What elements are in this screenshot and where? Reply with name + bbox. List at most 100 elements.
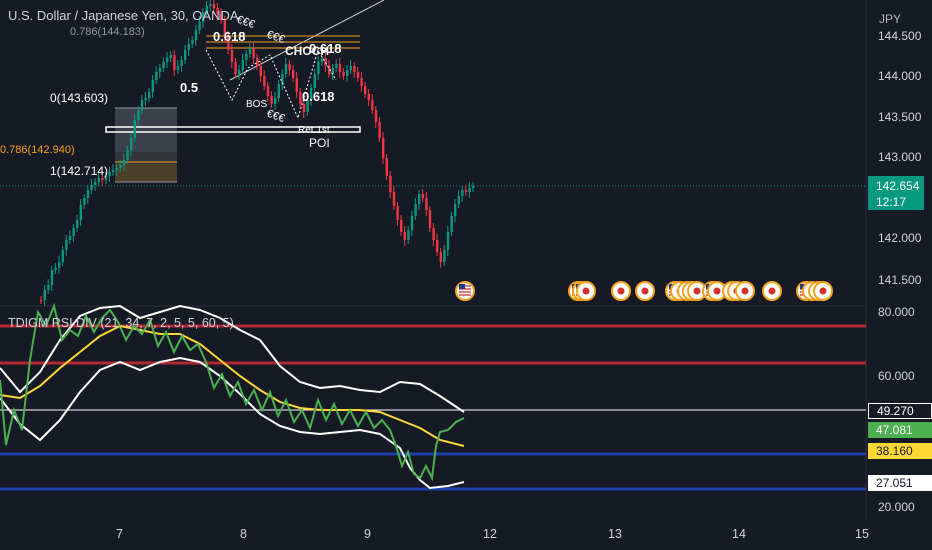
candle-body [252, 48, 255, 58]
bos-label: BOS [246, 99, 267, 110]
time-label-8: 8 [240, 527, 247, 541]
candle-body [176, 66, 180, 70]
candle-body [94, 182, 97, 185]
candle-body [389, 176, 392, 192]
candle-body [72, 228, 75, 236]
candle-body [248, 48, 252, 54]
candle-body [464, 190, 468, 192]
fib-618-label-c: 0.618 [302, 89, 335, 104]
candle-body [295, 78, 298, 92]
rsi-label-20: 20.000 [878, 500, 915, 514]
fib-05-label: 0.5 [180, 80, 198, 95]
candle-body [122, 160, 126, 165]
fib-618-label-b: 0.618 [309, 41, 342, 56]
eee-label-2: €€€ [265, 29, 286, 47]
time-label-7: 7 [116, 527, 123, 541]
candle-body [133, 120, 136, 138]
price-label-143000: 143.000 [878, 150, 922, 164]
candle-body [306, 100, 309, 112]
flag-canton [800, 284, 806, 289]
candle-body [421, 194, 424, 198]
candle-body [378, 122, 381, 138]
candle-body [403, 232, 406, 240]
candle-body [292, 70, 295, 78]
economic-events-row[interactable] [455, 281, 833, 301]
price-label-144500: 144.500 [878, 29, 922, 43]
candle-body [288, 64, 291, 70]
candle-body [302, 104, 306, 112]
current-price-badge[interactable]: 142.654 12:17 [868, 176, 924, 210]
current-price-value: 142.654 [876, 179, 920, 193]
flag-sun [768, 287, 776, 295]
eee-label-1: €€€ [235, 14, 256, 32]
flag-sun [641, 287, 649, 295]
candle-body [468, 188, 471, 192]
time-label-13: 13 [608, 527, 622, 541]
candle-body [410, 216, 414, 230]
fib-one-label: 1(142.714) [50, 164, 108, 178]
candle-body [432, 228, 435, 240]
candle-body [144, 98, 147, 100]
candle-body [266, 86, 270, 96]
candle-body [439, 252, 442, 262]
rsi-band-tag: 49.270 [868, 403, 932, 419]
candle-body [126, 150, 129, 160]
fib-box-lower [115, 164, 177, 182]
candle-body [101, 178, 104, 180]
candle-body [43, 290, 46, 300]
candle-body [209, 4, 212, 6]
candle-body [407, 230, 410, 240]
candle-body [227, 36, 230, 50]
candle-body [234, 62, 237, 74]
candle-body [191, 40, 194, 44]
trend-line[interactable] [229, 0, 385, 81]
bar-countdown: 12:17 [876, 195, 907, 209]
flag-sun [617, 287, 625, 295]
fib-618-label-a: 0.618 [213, 29, 246, 44]
candle-body [241, 60, 244, 70]
candle-body [396, 206, 399, 220]
candle-body [342, 72, 345, 76]
candle-body [414, 204, 417, 216]
candle-body [140, 100, 144, 110]
rsi-upper-band [0, 304, 465, 413]
candle-body [205, 6, 208, 12]
candlestick-series[interactable] [40, 0, 475, 306]
candle-body [86, 190, 90, 198]
candle-body [310, 88, 313, 100]
indicator-title[interactable]: TDIGM RSI DIV (21, 34, 7, 2, 5, 5, 60, 5… [8, 316, 234, 330]
candle-body [50, 270, 54, 285]
candle-body [263, 76, 266, 86]
candle-body [346, 70, 349, 76]
poi-zone[interactable] [105, 126, 361, 133]
candle-body [353, 66, 356, 72]
fib-box-upper[interactable] [115, 108, 177, 152]
candle-body [374, 110, 378, 122]
candle-body [349, 66, 352, 70]
candle-body [83, 198, 86, 205]
symbol-title[interactable]: U.S. Dollar / Japanese Yen, 30, OANDA [8, 8, 239, 23]
flag-sun [819, 287, 827, 295]
flag-sun [693, 287, 701, 295]
candle-body [328, 66, 331, 74]
choch-label: CHOCH [285, 44, 329, 58]
flag-sun [713, 287, 721, 295]
ret-label: Ret.1st [298, 125, 330, 136]
candle-body [187, 44, 190, 50]
candle-body [162, 62, 165, 68]
candle-body [270, 96, 273, 104]
candle-body [335, 64, 338, 68]
fib-zero-label: 0(143.603) [50, 91, 108, 105]
candle-body [367, 94, 370, 100]
eee-label-3: €€€ [265, 108, 286, 126]
rsi-line [0, 302, 465, 482]
candle-body [371, 100, 374, 110]
candle-body [299, 92, 302, 104]
time-label-14: 14 [732, 527, 746, 541]
candle-body [425, 198, 428, 210]
candle-body [212, 4, 216, 8]
candle-body [166, 58, 169, 62]
candle-body [112, 170, 115, 172]
candle-body [79, 205, 82, 220]
